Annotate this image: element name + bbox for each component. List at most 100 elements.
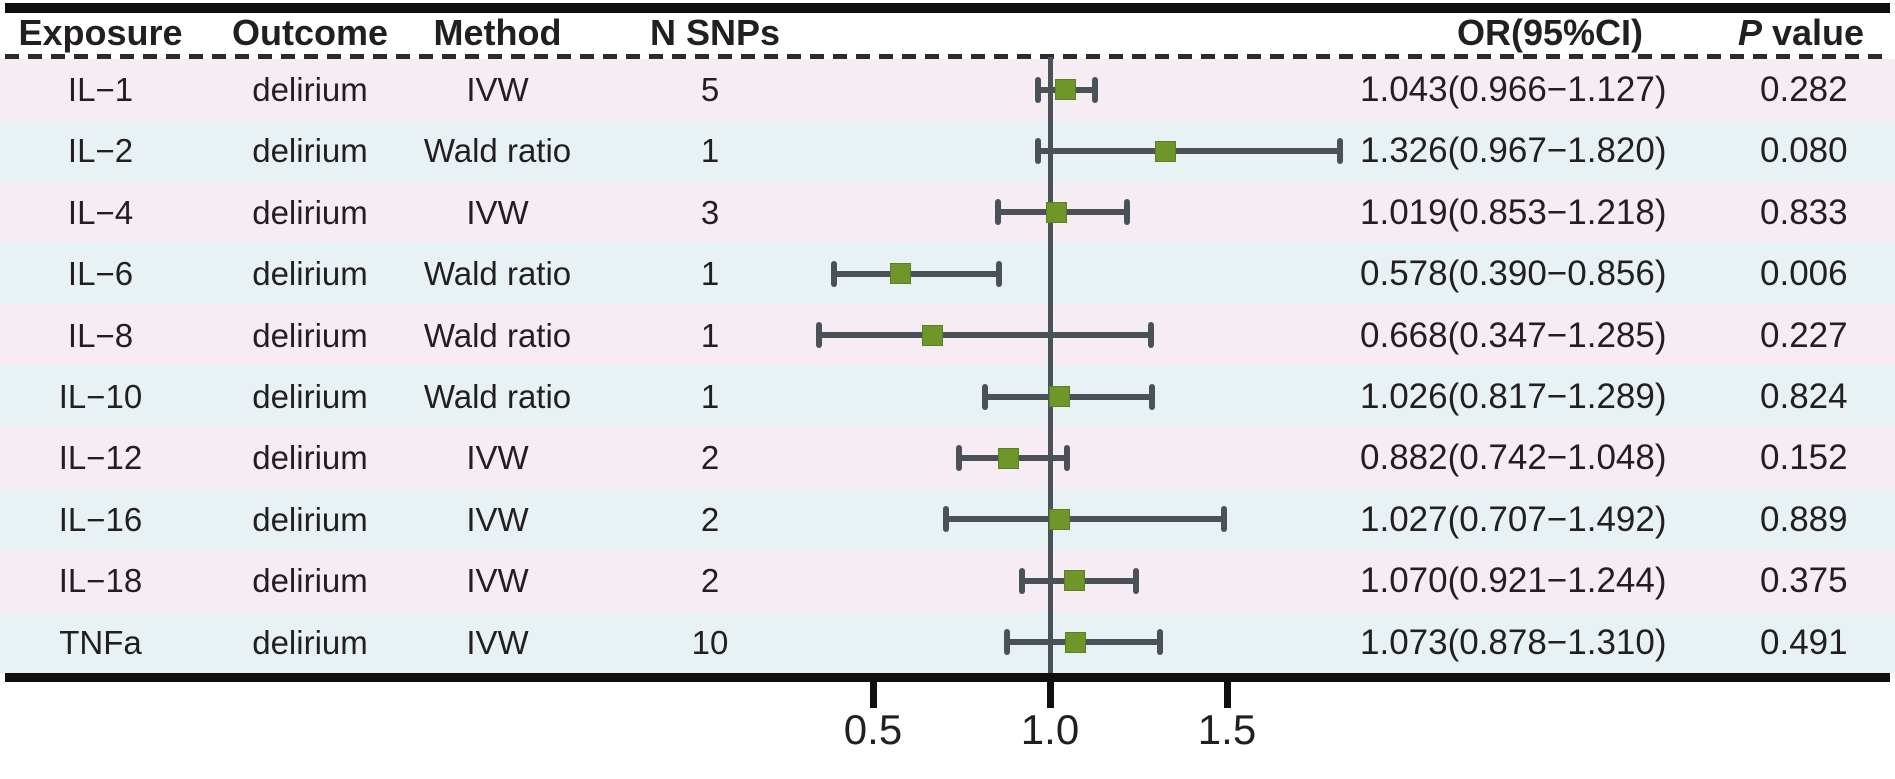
exposure-cell: IL−18 <box>58 562 143 600</box>
or-point-marker <box>1054 79 1076 101</box>
table-row: IL−10 delirium Wald ratio 1 1.026(0.817−1.28… <box>0 366 1895 428</box>
exposure-cell: IL−4 <box>67 193 134 231</box>
n-snps-cell: 2 <box>700 439 720 477</box>
table-row: IL−8 delirium Wald ratio 1 0.668(0.347−1.285… <box>0 304 1895 366</box>
or-point-marker <box>1154 140 1176 162</box>
exposure-cell: IL−12 <box>58 439 143 477</box>
x-axis-tick <box>1223 682 1231 708</box>
ci-cap-high <box>1063 445 1070 472</box>
exposure-cell: IL−1 <box>67 71 134 108</box>
x-axis-tick <box>1046 682 1054 708</box>
outcome-cell: delirium <box>252 439 368 477</box>
p-value-cell: 0.152 <box>1760 438 1848 478</box>
ci-bar <box>818 332 1151 339</box>
method-cell: Wald ratio <box>423 132 572 170</box>
method-cell: Wald ratio <box>423 316 572 354</box>
p-value-cell: 0.282 <box>1760 70 1848 109</box>
or-ci-cell: 1.043(0.966−1.127) <box>1360 70 1667 109</box>
table-row: IL−6 delirium Wald ratio 1 0.578(0.390−0.856… <box>0 243 1895 305</box>
ci-cap-low <box>994 199 1001 226</box>
reference-line-or-1 <box>1047 57 1053 673</box>
ci-cap-low <box>955 445 962 472</box>
ci-cap-high <box>996 260 1003 287</box>
x-axis-tick <box>869 682 877 708</box>
ci-bar <box>834 270 999 277</box>
ci-cap-high <box>1147 322 1154 349</box>
exposure-cell: TNFa <box>59 623 142 661</box>
or-ci-cell: 1.019(0.853−1.218) <box>1360 192 1667 232</box>
x-axis-tick-label: 0.5 <box>843 706 903 753</box>
table-top-border <box>5 3 1890 13</box>
ci-cap-low <box>815 322 822 349</box>
exposure-cell: IL−8 <box>67 316 134 354</box>
exposure-cell: IL−2 <box>67 132 134 170</box>
or-ci-cell: 0.668(0.347−1.285) <box>1360 315 1667 355</box>
p-value-cell: 0.833 <box>1760 192 1848 232</box>
p-value-cell: 0.080 <box>1760 131 1848 171</box>
ci-cap-low <box>1019 567 1026 594</box>
outcome-cell: delirium <box>252 562 368 600</box>
table-row: TNFa delirium IVW 10 1.073(0.878−1.310) 0.491 <box>0 611 1895 673</box>
or-point-marker <box>890 263 912 285</box>
column-header-or-ci: OR(95%CI) <box>1456 12 1644 53</box>
exposure-cell: IL−16 <box>58 500 143 538</box>
or-point-marker <box>1065 631 1087 653</box>
table-row: IL−16 delirium IVW 2 1.027(0.707−1.492) 0.889 <box>0 488 1895 551</box>
p-value-cell: 0.491 <box>1760 622 1848 662</box>
table-row: IL−2 delirium Wald ratio 1 1.326(0.967−1.820… <box>0 120 1895 182</box>
column-header-method: Method <box>433 12 562 53</box>
or-point-marker <box>1064 570 1086 592</box>
method-cell: IVW <box>466 623 529 661</box>
or-point-marker <box>1049 508 1071 530</box>
x-axis-tick-label: 1.5 <box>1197 706 1257 753</box>
ci-cap-low <box>1034 76 1041 103</box>
exposure-cell: IL−10 <box>58 378 143 415</box>
or-ci-cell: 0.578(0.390−0.856) <box>1360 254 1667 294</box>
method-cell: IVW <box>466 562 529 600</box>
ci-cap-low <box>1003 629 1010 656</box>
or-ci-cell: 1.073(0.878−1.310) <box>1360 622 1667 662</box>
p-value-cell: 0.006 <box>1760 254 1848 294</box>
ci-cap-high <box>1133 567 1140 594</box>
method-cell: IVW <box>466 71 529 108</box>
ci-cap-high <box>1221 506 1228 533</box>
p-value-cell: 0.889 <box>1760 499 1848 539</box>
or-point-marker <box>997 447 1019 469</box>
p-value-cell: 0.375 <box>1760 561 1848 601</box>
or-ci-cell: 1.070(0.921−1.244) <box>1360 561 1667 601</box>
p-value-header-italic-p: P <box>1737 12 1762 53</box>
ci-cap-high <box>1124 199 1131 226</box>
ci-cap-high <box>1156 629 1163 656</box>
table-row: IL−1 delirium IVW 5 1.043(0.966−1.127) 0.282 <box>0 59 1895 121</box>
n-snps-cell: 10 <box>691 623 729 661</box>
outcome-cell: delirium <box>252 193 368 231</box>
method-cell: IVW <box>466 500 529 538</box>
column-header-exposure: Exposure <box>18 12 183 53</box>
or-ci-cell: 0.882(0.742−1.048) <box>1360 438 1667 478</box>
x-axis-line <box>5 673 1890 682</box>
ci-cap-high <box>1149 383 1156 410</box>
outcome-cell: delirium <box>252 71 368 108</box>
p-value-cell: 0.227 <box>1760 315 1848 355</box>
or-ci-cell: 1.326(0.967−1.820) <box>1360 131 1667 171</box>
n-snps-cell: 2 <box>700 562 720 600</box>
or-ci-cell: 1.026(0.817−1.289) <box>1360 377 1667 416</box>
outcome-cell: delirium <box>252 623 368 661</box>
method-cell: IVW <box>466 439 529 477</box>
table-row: IL−4 delirium IVW 3 1.019(0.853−1.218) 0.833 <box>0 181 1895 244</box>
method-cell: Wald ratio <box>423 378 572 415</box>
n-snps-cell: 3 <box>700 193 720 231</box>
n-snps-cell: 1 <box>700 378 720 415</box>
exposure-cell: IL−6 <box>67 255 134 293</box>
ci-cap-high <box>1337 138 1344 165</box>
n-snps-cell: 1 <box>700 132 720 170</box>
ci-cap-low <box>943 506 950 533</box>
table-row: IL−12 delirium IVW 2 0.882(0.742−1.048) 0.152 <box>0 427 1895 489</box>
outcome-cell: delirium <box>252 132 368 170</box>
column-header-outcome: Outcome <box>231 12 389 53</box>
n-snps-cell: 1 <box>700 255 720 293</box>
outcome-cell: delirium <box>252 316 368 354</box>
ci-bar <box>946 516 1225 523</box>
outcome-cell: delirium <box>252 500 368 538</box>
